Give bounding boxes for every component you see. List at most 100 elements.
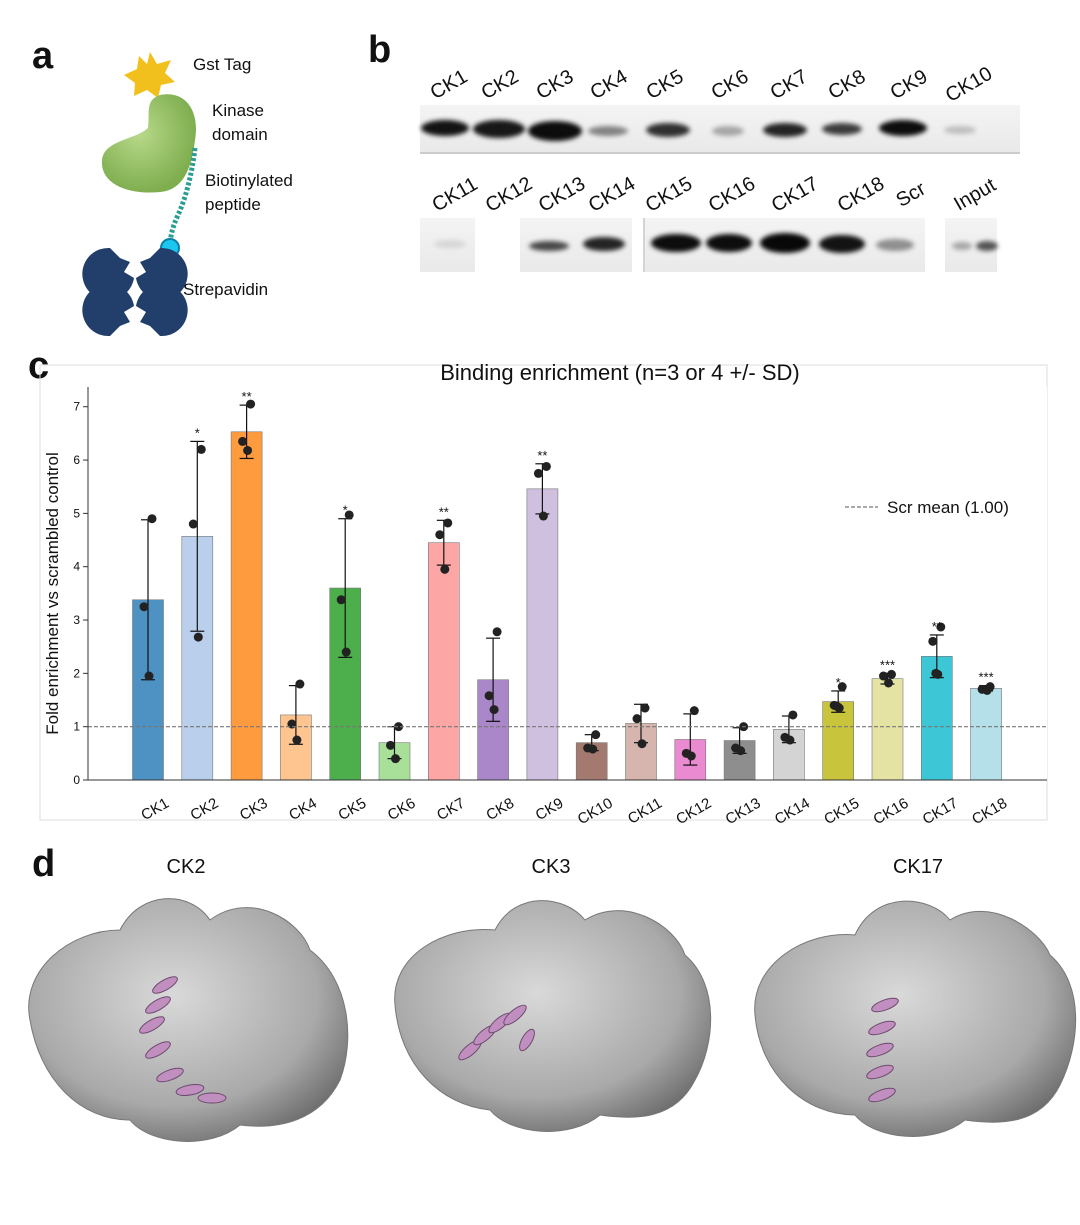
significance: * (343, 503, 348, 518)
schematic-label: Kinase (212, 101, 264, 120)
y-tick-label: 2 (73, 666, 80, 680)
bar (822, 701, 855, 781)
schematic-label: Strepavidin (183, 280, 268, 299)
data-point (341, 647, 351, 657)
structure (754, 900, 1077, 1137)
bar (230, 431, 263, 781)
lane-label: CK15 (642, 173, 696, 217)
data-point (484, 691, 494, 701)
chart-title: Binding enrichment (n=3 or 4 +/- SD) (440, 360, 800, 385)
data-point (443, 518, 453, 528)
x-tick-label: CK15 (821, 795, 862, 828)
structure (394, 900, 712, 1132)
bar (871, 678, 904, 781)
schematic-label: peptide (205, 195, 261, 214)
x-tick-label: CK17 (920, 795, 961, 828)
data-point (243, 445, 253, 455)
structure (28, 898, 349, 1142)
lane-label: CK7 (767, 66, 812, 105)
kinase-shape (101, 94, 196, 193)
lane-label: CK14 (585, 173, 639, 217)
panel-label: b (368, 29, 391, 71)
schematic-label: Gst Tag (193, 55, 251, 74)
bar (526, 488, 559, 781)
data-point (736, 746, 746, 756)
data-point (292, 735, 302, 745)
data-point (196, 444, 206, 454)
y-tick-label: 3 (73, 613, 80, 627)
lane-label: Scr (893, 178, 930, 212)
lane-label: CK11 (428, 173, 481, 216)
structure-title: CK17 (893, 856, 943, 878)
data-point (785, 735, 795, 745)
data-point (686, 751, 696, 761)
y-axis-label: Fold enrichment vs scrambled control (43, 452, 62, 735)
streptavidin-shape (82, 247, 188, 337)
data-point (982, 685, 992, 695)
data-point (295, 679, 305, 689)
data-point (193, 632, 203, 642)
x-tick-label: CK14 (772, 795, 813, 828)
lane-label: CK17 (768, 173, 822, 217)
y-tick-label: 6 (73, 453, 80, 467)
data-point (538, 511, 548, 521)
data-point (344, 510, 354, 520)
bar (427, 542, 460, 781)
data-point (144, 671, 154, 681)
lane-label: CK12 (482, 173, 536, 217)
significance: ** (932, 619, 942, 634)
x-tick-label: CK16 (870, 795, 911, 828)
legend-label: Scr mean (1.00) (887, 498, 1009, 517)
data-point (188, 519, 198, 529)
data-point (541, 461, 551, 471)
data-point (837, 682, 847, 692)
data-point (879, 671, 888, 681)
panel-label: a (32, 35, 54, 77)
structure-title: CK2 (167, 856, 206, 878)
panel-label: c (28, 345, 49, 387)
data-point (238, 436, 248, 446)
x-tick-label: CK10 (575, 795, 616, 828)
data-point (336, 595, 346, 605)
lane-label: CK9 (887, 66, 932, 105)
y-tick-label: 7 (73, 400, 80, 414)
lane-label: CK1 (427, 66, 472, 105)
bands (421, 120, 998, 253)
y-tick-label: 1 (73, 720, 80, 734)
lane-label: CK4 (587, 66, 632, 105)
data-point (394, 722, 403, 732)
data-point (435, 530, 445, 540)
data-point (936, 622, 946, 632)
lane-label: CK18 (834, 173, 888, 217)
lane-label: CK3 (533, 66, 578, 105)
y-tick-label: 5 (73, 506, 80, 520)
data-point (533, 468, 543, 478)
data-point (832, 701, 842, 711)
significance: * (195, 425, 200, 440)
data-point (640, 703, 650, 713)
data-point (489, 705, 499, 715)
significance: ** (439, 504, 449, 519)
data-point (588, 744, 598, 754)
data-point (931, 668, 941, 678)
x-tick-label: CK18 (969, 795, 1010, 828)
structure-title: CK3 (532, 856, 571, 878)
significance: ** (537, 448, 547, 463)
data-point (139, 602, 149, 612)
y-tick-label: 0 (73, 773, 80, 787)
lane-label: CK13 (535, 173, 589, 217)
lane-label: CK8 (825, 66, 870, 105)
data-point (391, 754, 400, 764)
data-point (386, 740, 395, 750)
significance: * (836, 675, 841, 690)
significance: *** (979, 670, 994, 685)
peptide-chain (167, 147, 198, 249)
data-point (928, 636, 938, 646)
data-point (591, 730, 601, 740)
lane-label: CK2 (478, 66, 523, 105)
significance: ** (242, 389, 252, 404)
schematic-label: domain (212, 125, 268, 144)
lane-label: CK6 (708, 66, 753, 105)
data-point (492, 627, 502, 637)
data-point (246, 399, 256, 409)
